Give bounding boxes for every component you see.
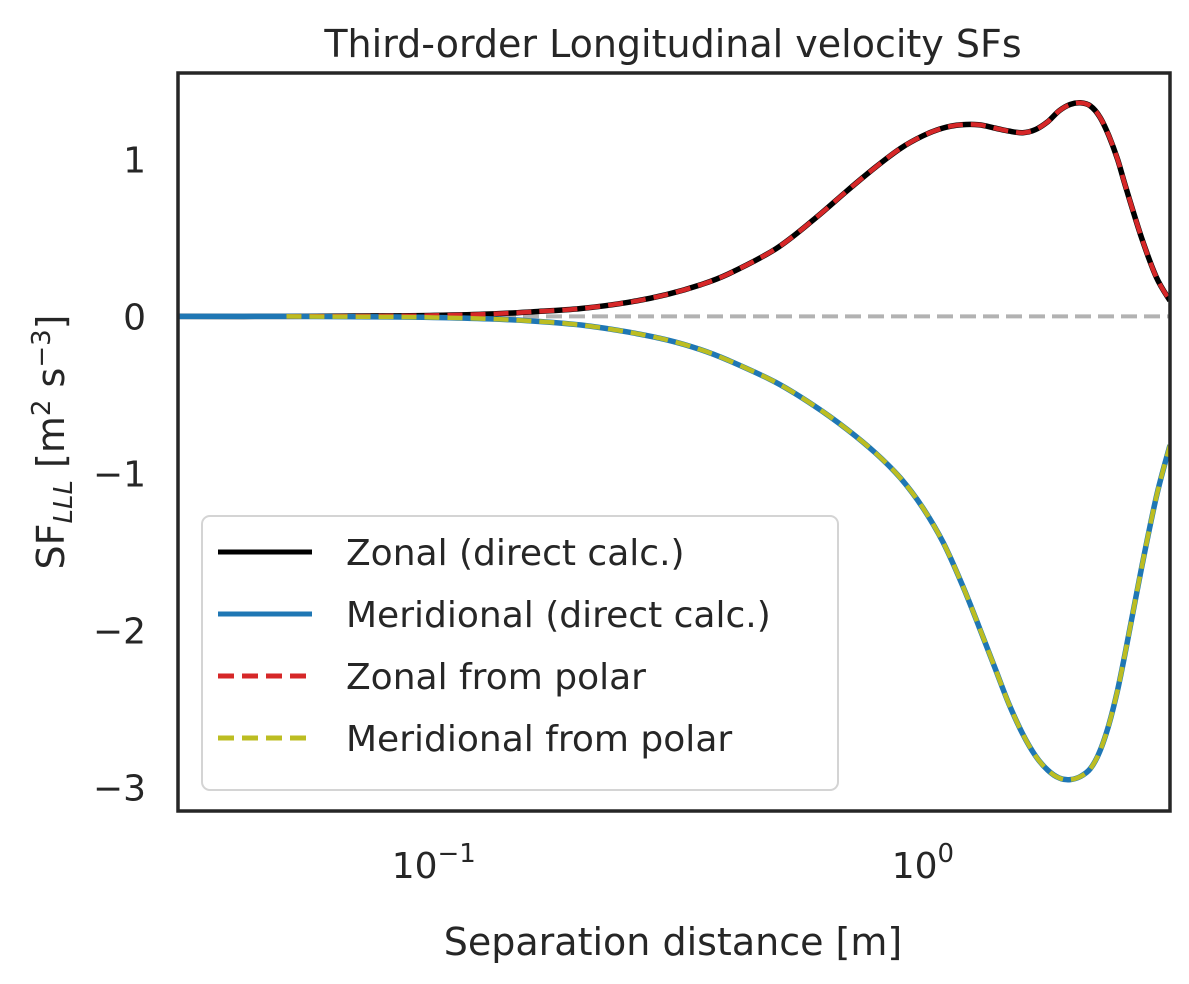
legend-box: [201, 515, 839, 791]
y-label-units-close: ]: [29, 315, 73, 330]
x-axis-label: Separation distance [m]: [444, 920, 902, 964]
legend-label: Zonal from polar: [346, 657, 646, 698]
y-tick-label: 1: [123, 140, 146, 181]
y-label-units-open: [m: [29, 416, 73, 480]
legend-label: Meridional (direct calc.): [346, 595, 771, 636]
x-tick-label: 100: [892, 839, 954, 887]
legend-entry-zonal-polar: Zonal from polar: [218, 657, 646, 698]
series-zonal-polar-line: [286, 100, 1170, 319]
legend: Zonal (direct calc.) Meridional (direct c…: [201, 515, 839, 791]
legend-label: Zonal (direct calc.): [346, 533, 685, 574]
legend-entry-zonal-direct: Zonal (direct calc.): [218, 533, 685, 574]
legend-label: Meridional from polar: [346, 719, 732, 760]
legend-entry-meridional-polar: Meridional from polar: [218, 719, 732, 760]
x-tick-label: 10−1: [392, 839, 476, 887]
y-tick-label: −1: [93, 454, 146, 495]
chart-title: Third-order Longitudinal velocity SFs: [323, 22, 1021, 66]
y-label-sup-2: −3: [27, 329, 57, 367]
legend-entry-meridional-direct: Meridional (direct calc.): [218, 595, 771, 636]
y-tick-label: −2: [93, 611, 146, 652]
y-label-units-mid: s: [29, 368, 73, 400]
y-label-base: SF: [29, 524, 73, 570]
y-tick-label: 0: [123, 297, 146, 338]
plot-frame: [176, 71, 1172, 813]
y-label-sup-1: 2: [27, 400, 57, 417]
y-label-subscript: LLL: [49, 480, 79, 523]
y-axis-label: SFLLL [m2 s−3]: [27, 315, 79, 570]
series-meridional-polar-line: [286, 314, 1170, 782]
y-tick-label: −3: [93, 768, 146, 809]
